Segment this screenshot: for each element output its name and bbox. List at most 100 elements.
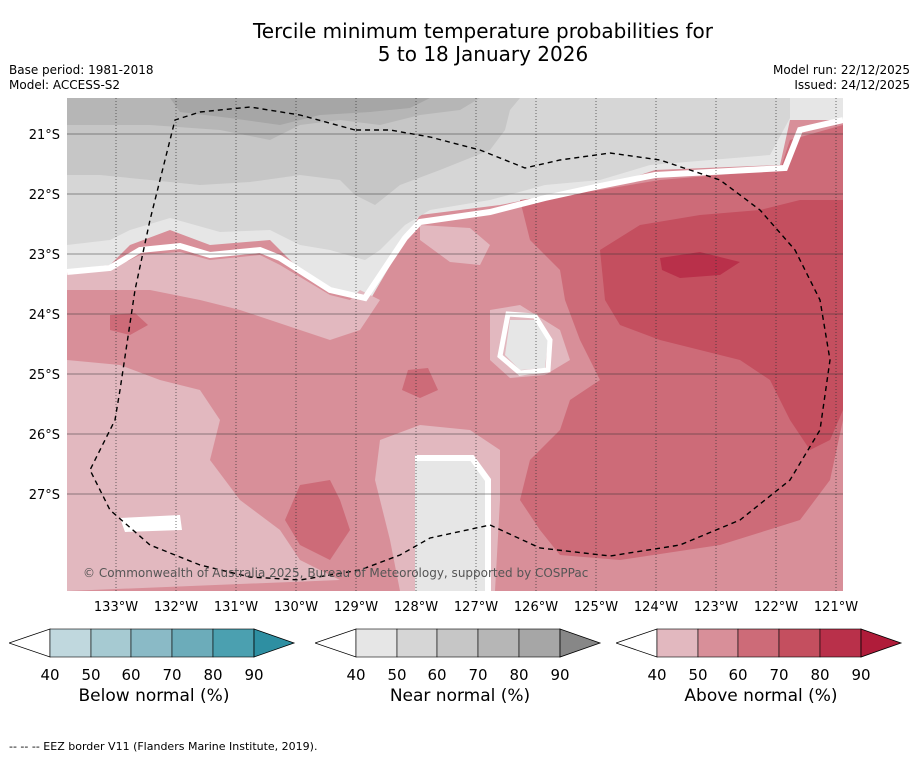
colorbar-tick: 60	[427, 666, 447, 684]
colorbar-above: 40 50 60 70 80 90 Above normal (%)	[614, 628, 906, 738]
lon-label: 133°W	[94, 600, 138, 615]
map-title: Tercile minimum temperature probabilitie…	[0, 20, 919, 66]
colorbar-below-bar	[7, 628, 296, 658]
colorbar-segment	[477, 628, 520, 658]
colorbar-segment	[778, 628, 821, 658]
colorbar-segment	[130, 628, 173, 658]
colorbar-low-arrow	[614, 628, 658, 658]
colorbar-segment	[518, 628, 561, 658]
colorbar-segment	[697, 628, 739, 658]
near-boundary-line	[67, 117, 843, 302]
colorbar-label: Above normal (%)	[684, 686, 838, 706]
above-40-southwest	[67, 360, 340, 591]
colorbar-ticks: 40 50 60 70 80 90	[9, 666, 299, 686]
lon-label: 132°W	[154, 600, 198, 615]
white-gap-sw	[120, 515, 182, 532]
lon-label: 125°W	[574, 600, 618, 615]
meta-right: Model run: 22/12/2025 Issued: 24/12/2025	[773, 63, 910, 93]
patch-boundary-line	[497, 311, 553, 376]
above-40-left	[67, 252, 380, 340]
lat-label: 21°S	[29, 128, 60, 143]
lon-label: 128°W	[394, 600, 438, 615]
colorbar-high-arrow	[253, 628, 296, 658]
colorbar-segment	[49, 628, 92, 658]
probability-map: © Commonwealth of Australia 2025, Bureau…	[29, 98, 858, 615]
meta-left: Base period: 1981-2018 Model: ACCESS-S2	[9, 63, 154, 93]
colorbar-tick: 50	[688, 666, 708, 684]
near-80-region	[170, 98, 430, 125]
colorbar-tick: 40	[346, 666, 366, 684]
lon-label: 126°W	[514, 600, 558, 615]
colorbar-segment	[212, 628, 255, 658]
colorbar-near: 40 50 60 70 80 90 Near normal (%)	[313, 628, 605, 738]
lat-label: 23°S	[29, 248, 60, 263]
colorbar-tick: 90	[244, 666, 264, 684]
colorbar-tick: 80	[203, 666, 223, 684]
lon-label: 121°W	[814, 600, 858, 615]
colorbar-tick: 40	[647, 666, 667, 684]
colorbar-segment	[436, 628, 479, 658]
colorbar-ticks: 40 50 60 70 80 90	[315, 666, 605, 686]
lon-label: 122°W	[754, 600, 798, 615]
colorbar-ticks: 40 50 60 70 80 90	[616, 666, 906, 686]
lat-label: 25°S	[29, 368, 60, 383]
colorbar-above-bar	[614, 628, 903, 658]
colorbar-segment	[355, 628, 398, 658]
above-40-island	[420, 225, 490, 265]
lon-label: 127°W	[454, 600, 498, 615]
colorbar-high-arrow	[559, 628, 602, 658]
colorbar-tick: 80	[810, 666, 830, 684]
lon-label: 130°W	[274, 600, 318, 615]
colorbar-below: 40 50 60 70 80 90 Below normal (%)	[7, 628, 299, 738]
colorbar-tick: 90	[550, 666, 570, 684]
colorbar-segment	[656, 628, 699, 658]
colorbar-label: Below normal (%)	[78, 686, 230, 706]
lat-labels: 21°S 22°S 23°S 24°S 25°S 26°S 27°S	[29, 128, 60, 503]
colorbar-tick: 90	[851, 666, 871, 684]
lon-label: 131°W	[214, 600, 258, 615]
colorbar-tick: 50	[81, 666, 101, 684]
lon-grid	[115, 98, 837, 591]
base-period: Base period: 1981-2018	[9, 63, 154, 77]
colorbar-segment	[819, 628, 862, 658]
model-name: Model: ACCESS-S2	[9, 78, 121, 92]
title-line-2: 5 to 18 January 2026	[377, 42, 589, 66]
above-60-patch-b	[402, 368, 438, 398]
colorbar-segment	[396, 628, 438, 658]
colorbar-near-bar	[313, 628, 602, 658]
lat-label: 27°S	[29, 488, 60, 503]
colorbar-tick: 70	[769, 666, 789, 684]
grid	[67, 133, 843, 495]
colorbar-low-arrow	[313, 628, 357, 658]
colorbar-high-arrow	[860, 628, 903, 658]
colorbar-tick: 60	[121, 666, 141, 684]
lon-label: 123°W	[694, 600, 738, 615]
colorbar-tick: 50	[387, 666, 407, 684]
lat-label: 26°S	[29, 428, 60, 443]
colorbar-tick: 60	[728, 666, 748, 684]
lon-label: 124°W	[634, 600, 678, 615]
title-line-1: Tercile minimum temperature probabilitie…	[252, 19, 714, 43]
colorbar-tick: 40	[40, 666, 60, 684]
near-40-patch	[505, 320, 548, 370]
lon-labels: 133°W 132°W 131°W 130°W 129°W 128°W 127°…	[94, 600, 858, 615]
model-run: Model run: 22/12/2025	[772, 63, 910, 77]
lat-label: 22°S	[29, 188, 60, 203]
lat-label: 24°S	[29, 308, 60, 323]
colorbar-tick: 70	[162, 666, 182, 684]
colorbar-segment	[737, 628, 780, 658]
lon-label: 129°W	[334, 600, 378, 615]
colorbar-tick: 70	[468, 666, 488, 684]
colorbar-label: Near normal (%)	[389, 686, 531, 706]
footnote: -- -- -- EEZ border V11 (Flanders Marine…	[9, 740, 318, 753]
issued-date: Issued: 24/12/2025	[794, 78, 910, 92]
colorbar-segment	[90, 628, 132, 658]
above-80-region	[660, 252, 740, 278]
south-boundary-line	[415, 455, 491, 591]
above-60-patch-c	[110, 313, 148, 335]
attribution-text: © Commonwealth of Australia 2025, Bureau…	[83, 566, 588, 580]
colorbar-low-arrow	[7, 628, 51, 658]
map-fill-layer	[67, 98, 843, 591]
above-60-patch-a	[285, 480, 350, 560]
colorbar-tick: 80	[509, 666, 529, 684]
